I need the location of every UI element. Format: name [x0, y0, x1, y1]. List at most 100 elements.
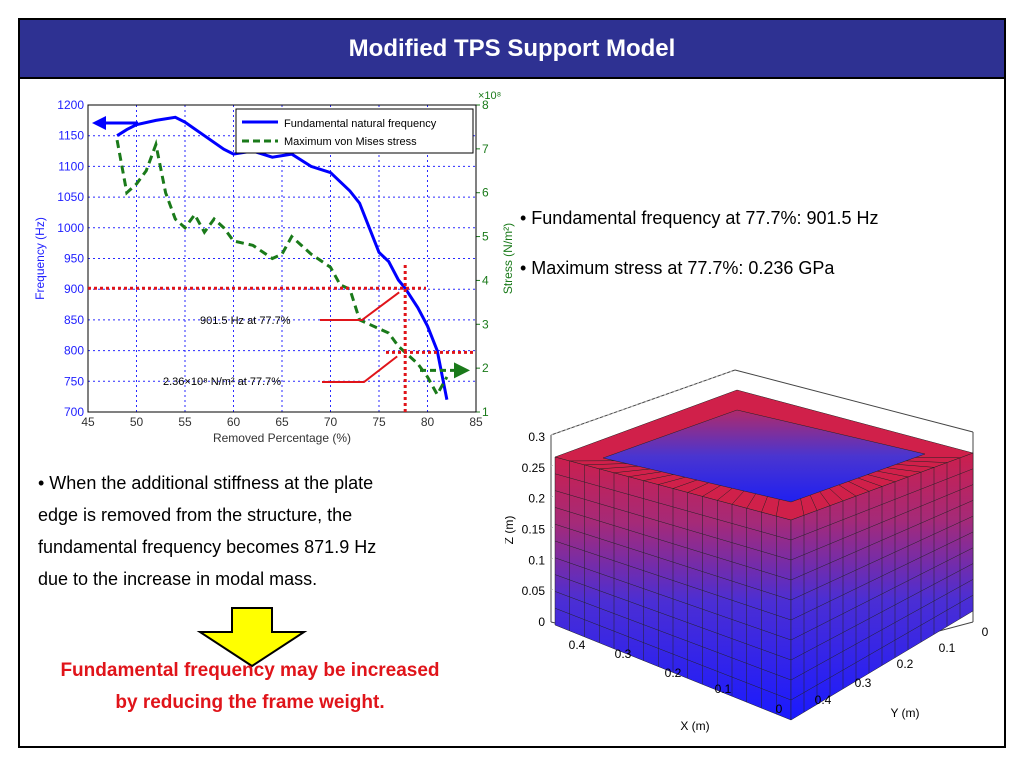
rim-grid-line [584, 463, 627, 466]
frequency-annotation: 901.5 Hz at 77.7% [200, 315, 291, 327]
z-tick-label: 0.1 [528, 553, 545, 567]
y-tick-label: 1000 [57, 221, 84, 235]
y-tick-label: 800 [64, 344, 84, 358]
stiffness-paragraph: • When the additional stiffness at the p… [38, 467, 478, 595]
slide-title: Modified TPS Support Model [348, 34, 676, 62]
x-tick-label: 0 [776, 702, 783, 716]
y-tick-label: 0.1 [939, 641, 956, 655]
rim-grid-line [800, 498, 805, 516]
down-arrow-icon [196, 607, 308, 668]
x-tick-label: 65 [275, 415, 289, 429]
x-tick-label: 75 [372, 415, 386, 429]
chart-legend: Fundamental natural frequency Maximum vo… [235, 108, 474, 154]
paragraph-line: edge is removed from the structure, the [38, 505, 353, 525]
y-tick-label: 750 [64, 374, 84, 388]
rim-grid-line [776, 499, 780, 517]
z-tick-label: 0.3 [528, 430, 545, 444]
rim-grid-line [702, 485, 721, 497]
rim-grid-line [867, 474, 896, 482]
legend-label-frequency: Fundamental natural frequency [284, 118, 437, 130]
legend-label-stress: Maximum von Mises stress [284, 136, 417, 148]
rim-grid-line [848, 481, 870, 492]
rim-grid-line [838, 484, 857, 497]
y-tick-label: 950 [64, 252, 84, 266]
y2-tick-label: 3 [482, 317, 489, 331]
rim-grid-line [613, 468, 651, 473]
z-tick-label: 0 [538, 615, 545, 629]
bullet-frequency: • Fundamental frequency at 77.7%: 901.5 … [520, 208, 879, 228]
y-tick-label: 1100 [58, 159, 84, 173]
plot-frame [87, 104, 477, 413]
x-tick-label: 0.1 [715, 682, 732, 696]
y2-tick-label: 1 [482, 405, 489, 419]
x-axis-label: Removed Percentage (%) [213, 431, 351, 445]
rim-grid-line [857, 477, 883, 487]
z-tick-label: 0.25 [522, 461, 546, 475]
tps-3d-model-plot: 0 0.05 0.1 0.15 0.2 0.25 0.3 Z (m) 0 0.1 0.2 0.3 0.4… [505, 369, 989, 733]
stress-axis-arrowhead [454, 362, 470, 379]
rim-grid-line [731, 490, 745, 505]
rim-grid-line [886, 467, 922, 473]
x-tick-label: 70 [324, 415, 338, 429]
z-tick-label: 0.05 [522, 584, 546, 598]
axes-box-edge [734, 369, 974, 433]
x-tick-label: 60 [227, 415, 241, 429]
paragraph-line: • When the additional stiffness at the p… [38, 473, 374, 493]
y-tick-label: 0.4 [815, 693, 832, 707]
rim-grid-line [672, 479, 698, 489]
y2-tick-label: 8 [482, 98, 489, 112]
y-axis-label: Frequency (Hz) [33, 217, 47, 300]
rim-grid-line [896, 464, 935, 468]
x-axis-label: X (m) [680, 719, 709, 733]
rim-grid-line [746, 493, 756, 509]
rim-grid-line [829, 488, 844, 502]
x-tick-label: 85 [469, 415, 483, 429]
y-tick-label: 1150 [58, 129, 84, 143]
y2-tick-label: 4 [482, 273, 489, 287]
x-tick-label: 50 [130, 415, 144, 429]
y-tick-label: 700 [64, 405, 84, 419]
conclusion-text: Fundamental frequency may be increased b… [20, 655, 480, 719]
paragraph-line: due to the increase in modal mass. [38, 569, 318, 589]
y-tick-label: 0.3 [855, 676, 872, 690]
y2-tick-label: 6 [482, 186, 489, 200]
x-tick-label: 80 [421, 415, 435, 429]
x-tick-label: 55 [178, 415, 192, 429]
bullet-stress: • Maximum stress at 77.7%: 0.236 GPa [520, 258, 835, 278]
y-tick-label: 0.2 [897, 657, 914, 671]
rim-grid-line [809, 495, 818, 511]
y-tick-label: 900 [64, 282, 84, 296]
paragraph-line: fundamental frequency becomes 871.9 Hz [38, 537, 377, 557]
stress-annotation: 2.36×10⁸ N/m² at 77.7% [163, 376, 281, 388]
axes-box-edge [550, 369, 736, 436]
x-tick-label: 0.3 [615, 647, 632, 661]
x-tick-label: 0.4 [569, 638, 586, 652]
stress-annotation-pointer [322, 355, 398, 383]
frequency-annotation-pointer [320, 291, 400, 321]
rim-grid-line [761, 496, 768, 513]
y-axis-label: Y (m) [890, 706, 919, 720]
y2-tick-label: 2 [482, 361, 489, 375]
slide-title-bar: Modified TPS Support Model [20, 20, 1004, 79]
frequency-series-line [116, 115, 449, 401]
rim-grid-line [877, 470, 909, 478]
frequency-axis-arrowhead [92, 116, 106, 130]
conclusion-line: by reducing the frame weight. [115, 692, 385, 713]
rim-grid-line [643, 474, 674, 481]
z-tick-label: 0.15 [522, 523, 546, 537]
rim-grid-line [599, 466, 639, 470]
y-tick-label: 850 [64, 313, 84, 327]
rim-grid-line [687, 482, 709, 493]
rim-grid-line [717, 488, 733, 501]
y2-tick-label: 5 [482, 230, 489, 244]
y2-tick-label: 7 [482, 142, 489, 156]
z-axis-label: Z (m) [505, 516, 516, 545]
z-tick-label: 0.2 [528, 492, 545, 506]
rim-grid-line [905, 460, 948, 463]
rim-grid-line [819, 491, 831, 506]
rim-grid-line [658, 477, 686, 485]
conclusion-line: Fundamental frequency may be increased [60, 660, 440, 681]
y-tick-label: 1050 [57, 190, 84, 204]
x-tick-label: 0.2 [665, 666, 682, 680]
slide-frame: Modified TPS Support Model [18, 18, 1006, 748]
